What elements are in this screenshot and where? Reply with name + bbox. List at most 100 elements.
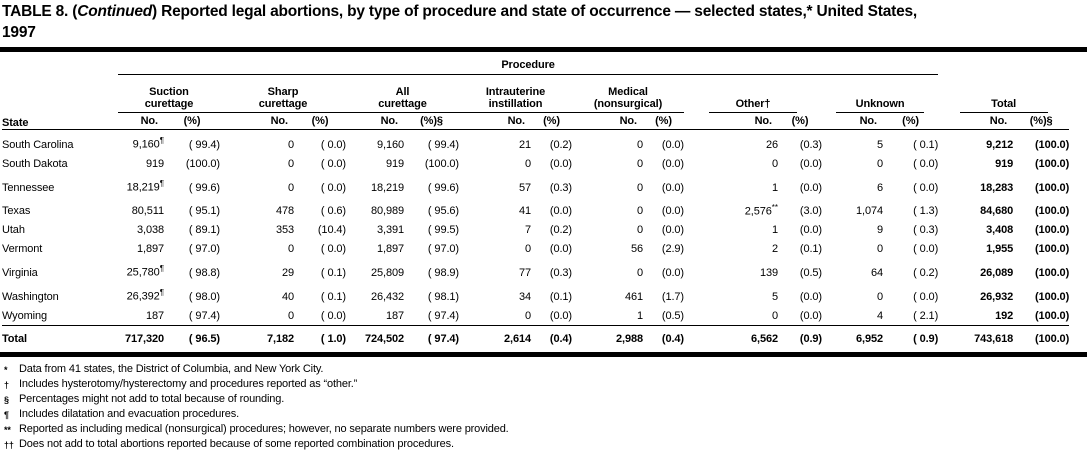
percent-cell: ( 0.0)	[913, 157, 939, 170]
group-label: Total	[991, 97, 1017, 110]
group-label: Medical (nonsurgical)	[593, 85, 663, 110]
count-cell: 0	[636, 138, 643, 151]
percent-cell: ( 0.6)	[320, 205, 346, 218]
percent-cell: (0.2)	[549, 224, 572, 237]
count-cell: 40	[281, 290, 294, 303]
count-cell: 0	[636, 205, 643, 218]
subheader-pct: (%)	[883, 112, 939, 131]
title-line2: 1997	[2, 24, 36, 42]
percent-cell: (0.3)	[549, 181, 572, 194]
footnote: * Data from 41 states, the District of Co…	[1, 362, 1087, 377]
count-cell: 6,562	[684, 324, 778, 350]
subheader-pct: (%)	[531, 112, 572, 131]
count-cell: 187	[145, 309, 164, 322]
percent-cell: (0.5)	[661, 309, 684, 322]
count-cell: 187	[385, 309, 404, 322]
count-cell: 9,160	[376, 138, 404, 151]
count-cell: 919	[145, 157, 164, 170]
count-cell: 6,952	[822, 324, 883, 350]
count-cell: 717,320	[118, 324, 164, 350]
group-label: Unknown	[855, 97, 905, 110]
count-cell: 0	[771, 309, 778, 322]
percent-cell: ( 99.6)	[427, 181, 459, 194]
footnote-marker: *	[4, 364, 8, 375]
count-cell: 4	[876, 309, 883, 322]
subheader-pct: (%)	[643, 112, 684, 131]
percent-cell: ( 0.0)	[320, 243, 346, 256]
percent-cell: (100.0)	[1034, 181, 1070, 194]
count-cell: 21	[518, 138, 531, 151]
column-group-sharp-curettage: Sharp curettage	[220, 75, 346, 113]
subheader-no: No.	[459, 112, 531, 131]
column-group-other: Other†	[684, 75, 822, 113]
state-cell: Washington	[2, 290, 59, 303]
top-divider	[0, 46, 1087, 52]
percent-cell: (100.0)	[1034, 224, 1070, 237]
procedure-label: Procedure	[118, 59, 939, 75]
column-group-all-curettage: All curettage	[346, 75, 459, 113]
percent-cell: ( 98.8)	[188, 266, 220, 279]
count-cell: 80,989	[370, 205, 404, 218]
footnote-marker: ¶	[159, 287, 164, 297]
percent-cell: (100.0)	[1034, 243, 1070, 256]
count-cell: 26,089	[980, 266, 1014, 279]
count-cell: 139	[759, 266, 778, 279]
percent-cell: (100.0)	[1034, 290, 1070, 303]
subheader-pct: (%)§	[404, 112, 459, 131]
percent-cell: ( 97.4)	[188, 309, 220, 322]
percent-cell: (0.0)	[661, 138, 684, 151]
count-cell: 919	[385, 157, 404, 170]
percent-cell: (100.0)	[1034, 157, 1070, 170]
footnote-text: Includes dilatation and evacuation proce…	[19, 407, 239, 420]
count-cell: 7	[524, 224, 531, 237]
footnote-marker: ††	[4, 439, 14, 450]
state-cell: Virginia	[2, 266, 38, 279]
percent-cell: ( 0.2)	[913, 266, 939, 279]
count-cell: 0	[876, 290, 883, 303]
count-cell: 41	[518, 205, 531, 218]
group-label: Intrauterine instillation	[485, 85, 546, 110]
group-header-row: Suction curettage Sharp curettage All cu…	[2, 75, 1069, 113]
count-cell: 2	[771, 243, 778, 256]
percent-cell: (0.0)	[799, 309, 822, 322]
percent-cell: (0.0)	[549, 243, 572, 256]
percent-cell: (0.4)	[643, 324, 684, 350]
percent-cell: ( 0.3)	[913, 224, 939, 237]
percent-cell: ( 1.3)	[913, 205, 939, 218]
table-row: South Carolina 9,160¶ ( 99.4) 0 ( 0.0) 9,160 (…	[2, 130, 1069, 154]
percent-cell: ( 97.0)	[427, 243, 459, 256]
subheader-no: No.	[822, 112, 883, 131]
column-group-suction-curettage: Suction curettage	[118, 75, 220, 113]
count-cell: 0	[524, 157, 531, 170]
percent-cell: ( 98.9)	[427, 266, 459, 279]
subheader-no: No.	[118, 112, 164, 131]
percent-cell: (0.3)	[799, 138, 822, 151]
footnote-text: Percentages might not add to total becau…	[19, 392, 285, 405]
count-cell: 0	[287, 138, 294, 151]
percent-cell: (0.4)	[531, 324, 572, 350]
subheader-no: No.	[346, 112, 404, 131]
percent-cell: (100.0)	[1034, 266, 1070, 279]
state-cell: Texas	[2, 205, 31, 218]
subheader-pct: (%)	[294, 112, 346, 131]
percent-cell: ( 98.1)	[427, 290, 459, 303]
percent-cell: (2.9)	[661, 243, 684, 256]
subheader-no: No.	[220, 112, 294, 131]
column-group-medical-nonsurgical: Medical (nonsurgical)	[572, 75, 684, 113]
percent-cell: (0.0)	[799, 157, 822, 170]
percent-cell: (0.1)	[549, 290, 572, 303]
percent-cell: (0.0)	[549, 157, 572, 170]
column-group-total: Total	[938, 75, 1069, 113]
count-cell: 724,502	[346, 324, 404, 350]
state-cell: Utah	[2, 224, 25, 237]
count-cell: 0	[876, 243, 883, 256]
footnote-marker: ¶	[159, 136, 164, 146]
footnote-text: Does not add to total abortions reported…	[19, 437, 454, 450]
state-column-header: State	[2, 58, 118, 131]
count-cell: 0	[636, 266, 643, 279]
count-cell: 743,618	[938, 324, 1013, 350]
table-row: Virginia 25,780¶ ( 98.8) 29 ( 0.1) 25,809 ( 98…	[2, 258, 1069, 282]
footnote-marker: **	[771, 202, 778, 212]
count-cell: 1	[636, 309, 643, 322]
percent-cell: (10.4)	[317, 224, 346, 237]
